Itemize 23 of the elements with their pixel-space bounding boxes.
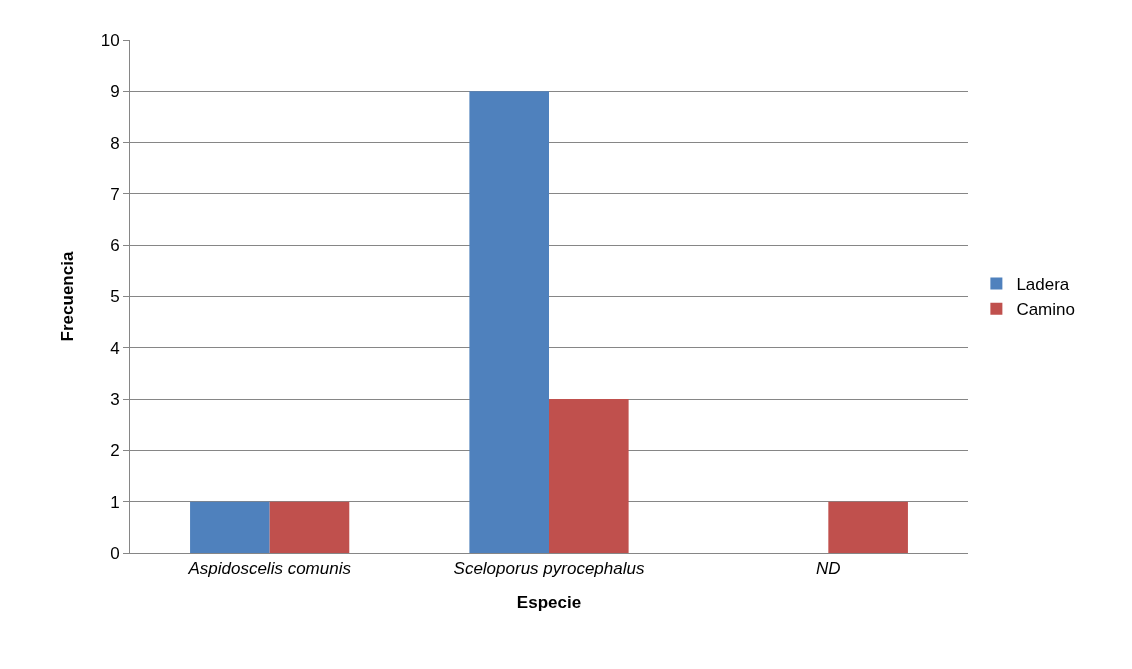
x-tick-label: ND [816,559,841,579]
x-tick-label: Sceloporus pyrocephalus [453,559,645,579]
y-axis-title: Frecuencia [58,251,78,342]
legend-label: Ladera [1016,275,1070,295]
legend-label: Camino [1016,300,1075,320]
y-tick-label: 9 [110,82,120,102]
bar [549,399,629,553]
x-tick-label: Aspidoscelis comunis [187,559,352,579]
y-tick-label: 4 [110,338,120,358]
y-tick-label: 3 [110,390,120,410]
y-tick-label: 7 [110,184,120,204]
bar [469,91,549,553]
y-tick-label: 8 [110,133,120,153]
y-tick-label: 10 [100,30,120,50]
y-tick-label: 5 [110,287,120,307]
bar [828,501,908,553]
y-tick-label: 1 [110,492,120,512]
bar [269,501,350,553]
y-tick-label: 2 [110,441,120,461]
x-axis-title: Especie [516,592,582,612]
y-tick-label: 6 [110,236,120,256]
y-tick-label: 0 [110,543,120,563]
bar [190,501,270,553]
